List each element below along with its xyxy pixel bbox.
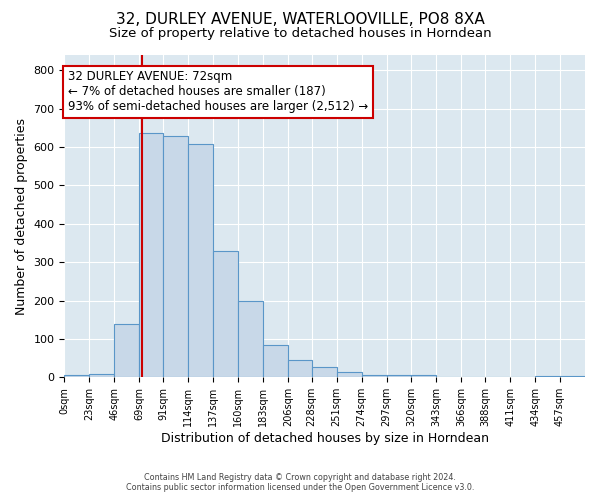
Bar — [560, 376, 585, 378]
Text: 32 DURLEY AVENUE: 72sqm
← 7% of detached houses are smaller (187)
93% of semi-de: 32 DURLEY AVENUE: 72sqm ← 7% of detached… — [68, 70, 368, 114]
Bar — [311, 367, 337, 378]
Bar — [412, 376, 436, 378]
Bar — [139, 132, 163, 378]
Bar — [337, 372, 362, 378]
Bar — [163, 136, 188, 378]
Bar — [288, 360, 311, 378]
Bar — [64, 376, 89, 378]
Text: 32, DURLEY AVENUE, WATERLOOVILLE, PO8 8XA: 32, DURLEY AVENUE, WATERLOOVILLE, PO8 8X… — [116, 12, 484, 28]
X-axis label: Distribution of detached houses by size in Horndean: Distribution of detached houses by size … — [161, 432, 489, 445]
Bar — [238, 300, 263, 378]
Bar — [263, 344, 288, 378]
Text: Contains HM Land Registry data © Crown copyright and database right 2024.
Contai: Contains HM Land Registry data © Crown c… — [126, 473, 474, 492]
Bar — [89, 374, 114, 378]
Text: Size of property relative to detached houses in Horndean: Size of property relative to detached ho… — [109, 28, 491, 40]
Bar — [535, 376, 560, 378]
Bar — [386, 376, 412, 378]
Bar — [362, 376, 386, 378]
Bar — [213, 250, 238, 378]
Bar — [114, 324, 139, 378]
Y-axis label: Number of detached properties: Number of detached properties — [15, 118, 28, 314]
Bar — [188, 144, 213, 378]
